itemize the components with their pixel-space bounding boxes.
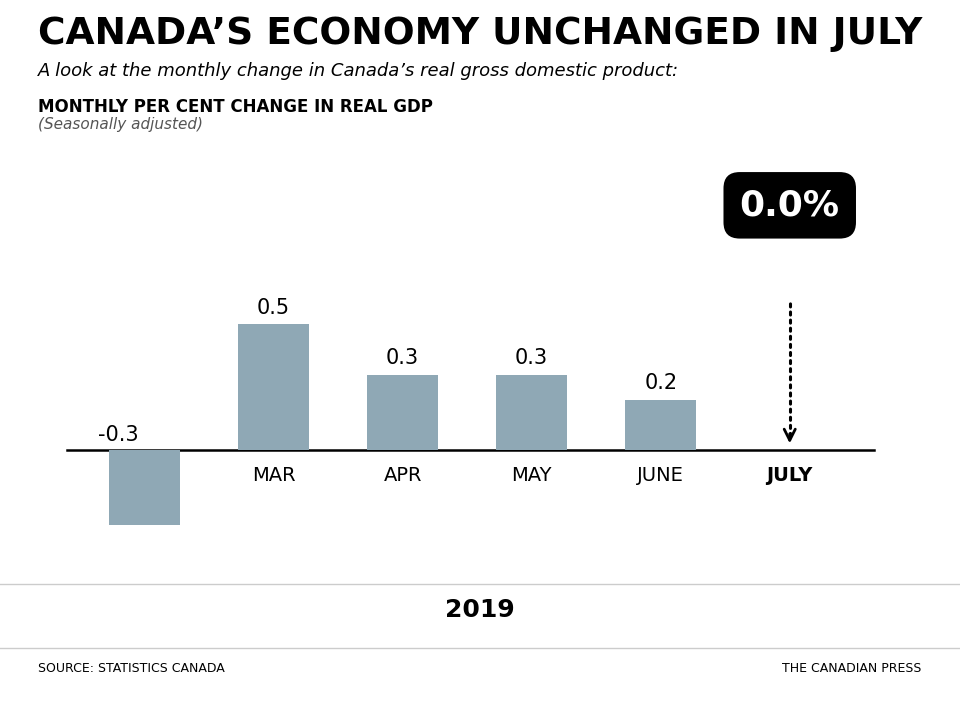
Bar <box>496 375 567 450</box>
Bar <box>625 400 696 450</box>
Text: CANADA’S ECONOMY UNCHANGED IN JULY: CANADA’S ECONOMY UNCHANGED IN JULY <box>38 16 923 52</box>
Bar <box>109 450 180 525</box>
Text: 0.3: 0.3 <box>516 348 548 368</box>
Text: MONTHLY PER CENT CHANGE IN REAL GDP: MONTHLY PER CENT CHANGE IN REAL GDP <box>38 98 433 115</box>
Bar <box>238 324 309 450</box>
Text: 0.2: 0.2 <box>644 373 677 394</box>
Text: A look at the monthly change in Canada’s real gross domestic product:: A look at the monthly change in Canada’s… <box>38 62 680 80</box>
Text: 0.3: 0.3 <box>386 348 420 368</box>
Text: SOURCE: STATISTICS CANADA: SOURCE: STATISTICS CANADA <box>38 662 226 675</box>
Text: 0.0%: 0.0% <box>740 188 840 222</box>
Text: THE CANADIAN PRESS: THE CANADIAN PRESS <box>782 662 922 675</box>
Bar <box>367 375 438 450</box>
Text: 0.5: 0.5 <box>257 298 290 318</box>
Text: (Seasonally adjusted): (Seasonally adjusted) <box>38 117 204 132</box>
Text: -0.3: -0.3 <box>98 425 138 445</box>
Text: 2019: 2019 <box>445 598 515 622</box>
